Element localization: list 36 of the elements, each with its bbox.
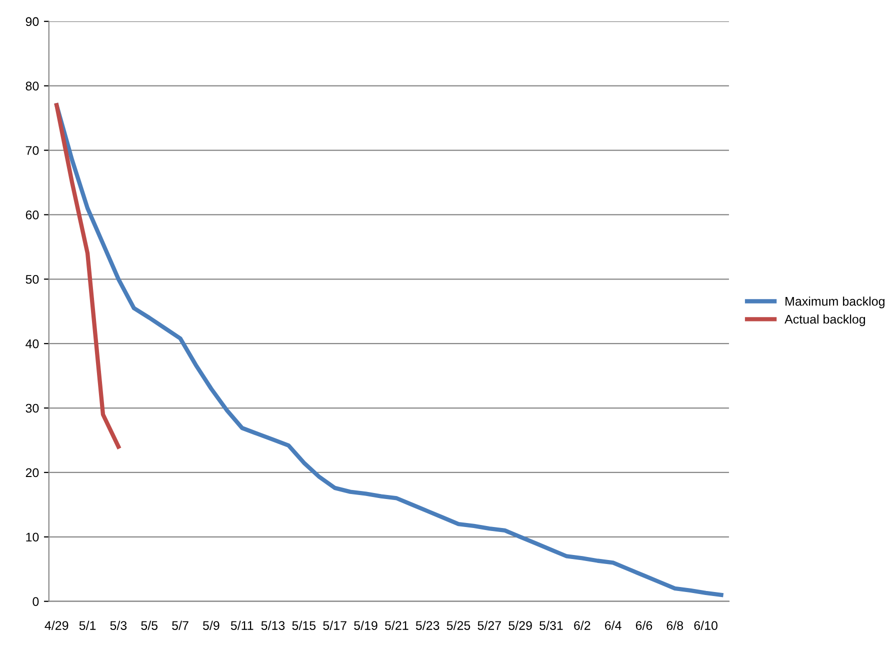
- x-tick-label: 5/29: [508, 620, 532, 630]
- x-tick-label: 6/6: [636, 620, 652, 630]
- legend-label: Actual backlog: [784, 314, 866, 326]
- x-tick-label: 5/1: [79, 620, 96, 630]
- x-tick-label: 5/31: [540, 620, 563, 630]
- x-tick-label: 4/29: [44, 620, 68, 630]
- y-tick-label: 20: [26, 468, 39, 478]
- y-tick-label: 0: [32, 597, 39, 606]
- x-tick-label: 5/19: [354, 620, 378, 630]
- y-tick-label: 30: [26, 404, 39, 413]
- y-tick-label: 90: [26, 17, 39, 26]
- y-tick-label: 50: [26, 274, 39, 284]
- y-tick-label: 10: [26, 532, 39, 542]
- x-tick-label: 6/4: [605, 620, 622, 630]
- x-tick-label: 5/7: [172, 620, 188, 630]
- x-tick-label: 6/2: [574, 620, 590, 630]
- x-tick-label: 5/21: [385, 620, 408, 630]
- x-tick-label: 5/17: [323, 620, 346, 630]
- y-tick-label: 40: [26, 339, 39, 348]
- x-tick-label: 5/27: [478, 620, 501, 630]
- legend-label: Maximum backlog: [786, 296, 884, 308]
- x-tick-label: 5/25: [446, 620, 470, 630]
- line-series: [54, 103, 724, 597]
- x-tick-label: 5/15: [292, 620, 316, 630]
- x-tick-label: 6/8: [666, 620, 684, 630]
- x-tick-label: 5/5: [141, 620, 158, 630]
- x-tick-label: 5/23: [416, 620, 440, 630]
- y-tick-label: 80: [26, 82, 39, 90]
- y-tick-label: 70: [26, 146, 39, 155]
- x-tick-label: 5/11: [230, 620, 254, 630]
- line-series: [54, 103, 121, 449]
- x-tick-label: 5/3: [110, 620, 127, 630]
- x-tick-label: 6/10: [694, 620, 718, 630]
- x-tick-label: 5/9: [203, 620, 220, 630]
- y-tick-label: 60: [26, 210, 39, 220]
- x-tick-label: 5/13: [261, 620, 285, 630]
